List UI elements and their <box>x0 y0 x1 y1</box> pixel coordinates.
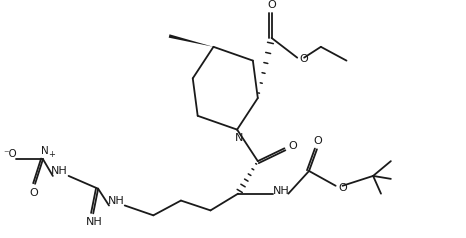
Text: NH: NH <box>51 166 68 176</box>
Polygon shape <box>169 34 213 47</box>
Text: N: N <box>41 146 49 156</box>
Text: +: + <box>48 150 55 159</box>
Text: O: O <box>338 183 347 193</box>
Text: O: O <box>30 188 39 198</box>
Text: O: O <box>300 54 308 64</box>
Text: O: O <box>267 0 276 10</box>
Text: ⁻O: ⁻O <box>4 149 17 159</box>
Text: O: O <box>288 141 297 151</box>
Text: N: N <box>235 134 243 144</box>
Text: O: O <box>314 136 322 146</box>
Text: NH: NH <box>273 186 290 196</box>
Text: NH: NH <box>108 196 124 206</box>
Text: NH: NH <box>86 217 103 227</box>
